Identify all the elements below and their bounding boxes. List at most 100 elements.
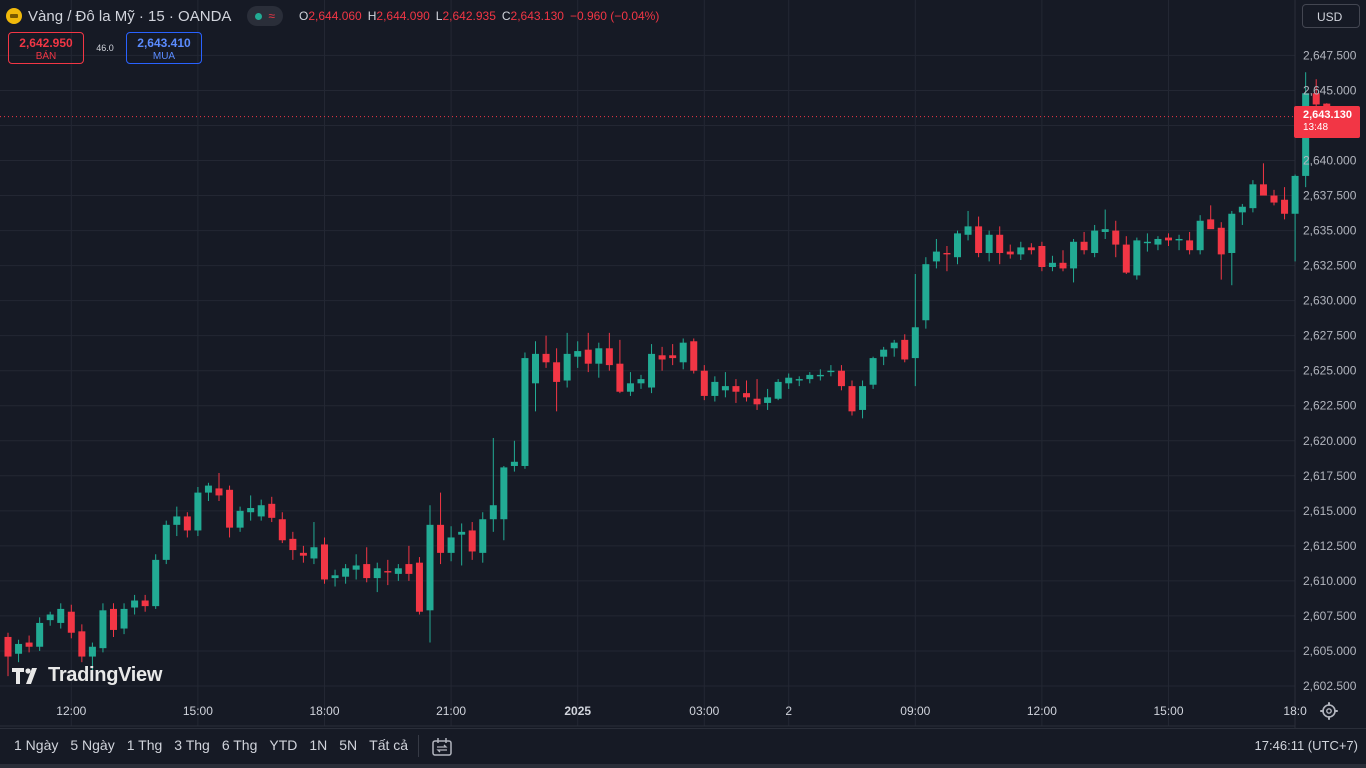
candle [363,547,371,583]
gear-icon[interactable] [1318,700,1340,722]
candle [458,523,466,566]
candle [1249,180,1257,213]
candle [1154,236,1162,251]
candle [996,226,1004,265]
candle [1270,189,1278,206]
candle [616,339,624,394]
bottom-toolbar: 1 Ngày 5 Ngày 1 Thg 3 Thg 6 Thg YTD 1N 5… [0,728,1366,765]
currency-button[interactable]: USD [1302,4,1360,28]
candle [637,374,645,389]
y-tick-label: 2,602.500 [1303,679,1357,693]
candle-body [1080,241,1088,251]
candle [669,344,677,366]
period-1-day[interactable]: 1 Ngày [14,737,59,753]
candle [36,617,44,651]
candle-body [1059,262,1067,269]
candle-body [489,505,497,520]
candle [1122,236,1130,275]
period-3-months[interactable]: 3 Thg [174,737,210,753]
period-1-month[interactable]: 1 Thg [126,737,163,753]
candle [975,216,983,258]
candle-body [278,519,286,541]
market-status[interactable]: ≈ [247,6,283,26]
x-tick-label: 09:00 [900,704,930,718]
candle-body [1270,195,1278,203]
candle-body [321,544,328,580]
horizontal-gridlines [0,54,1295,687]
candle-body [120,608,128,629]
brand-name: TradingView [48,664,163,686]
candle-body [1217,227,1225,255]
candle-body [658,355,666,360]
sell-button[interactable]: 2,642.950 BÁN [8,32,84,64]
candle [57,603,65,629]
candle-body [806,374,814,380]
candle [1112,220,1120,258]
date-range-icon[interactable] [430,735,454,759]
candle-body [1312,93,1320,105]
candle [658,346,666,371]
candle [310,522,318,565]
candle [384,559,392,586]
period-6-months[interactable]: 6 Thg [221,737,258,753]
candle-body [25,642,33,647]
candle-body [922,264,930,321]
period-5-days[interactable]: 5 Ngày [70,737,115,753]
candle-body [996,234,1004,253]
y-tick-label: 2,630.000 [1303,294,1357,308]
close-value: 2,643.130 [510,9,564,23]
candle [321,537,328,584]
candle [1207,205,1215,230]
candle [711,376,719,402]
candle-body [542,353,550,363]
candle [563,332,571,388]
x-tick-label: 2025 [564,704,591,718]
period-all[interactable]: Tất cả [369,737,409,753]
candle [405,545,413,581]
candle-body [532,353,539,384]
candle-body [616,363,624,392]
period-1-year[interactable]: 1N [309,737,328,753]
candle-body [795,379,803,381]
candle-body [426,524,434,611]
buy-button[interactable]: 2,643.410 MUA [126,32,202,64]
tradingview-logo[interactable]: TradingView [12,664,162,687]
candle [110,603,117,637]
clock-timezone[interactable]: 17:46:11 (UTC+7) [1254,738,1358,753]
y-tick-label: 2,620.000 [1303,434,1357,448]
spread-value: 46.0 [96,43,114,53]
symbol-title[interactable]: Vàng / Đô la Mỹ · 15 · OANDA [28,7,232,25]
candle-body [595,348,603,364]
candle [584,332,592,373]
candle [215,472,223,502]
candle-body [943,252,951,255]
last-price-tag: 2,643.130 13:48 [1294,106,1360,138]
sell-price: 2,642.950 [19,36,73,50]
candle-body [215,488,223,496]
candle-body [975,226,983,253]
candle [67,604,75,639]
candle [394,564,402,581]
candle-body [890,342,898,349]
candle [943,245,951,272]
candles [4,72,1331,677]
candle-body [721,386,729,391]
candle [1165,233,1172,246]
candle-body [46,614,54,621]
candle-body [1186,240,1194,251]
price-chart[interactable]: 2,602.500 2,605.000 2,607.500 2,610.000 2,61… [0,0,1366,728]
candle [1281,187,1289,220]
y-tick-label: 2,615.000 [1303,504,1357,518]
candle [837,365,845,391]
period-5-years[interactable]: 5N [339,737,358,753]
candle-body [78,631,86,657]
y-tick-label: 2,645.000 [1303,83,1357,97]
candle [542,335,550,368]
candle-body [1281,199,1289,214]
candle-body [764,397,772,403]
period-ytd[interactable]: YTD [269,737,298,753]
candle-body [110,608,117,630]
sell-label: BÁN [35,51,57,62]
candle-body [816,374,824,377]
candle-body [1143,241,1151,244]
